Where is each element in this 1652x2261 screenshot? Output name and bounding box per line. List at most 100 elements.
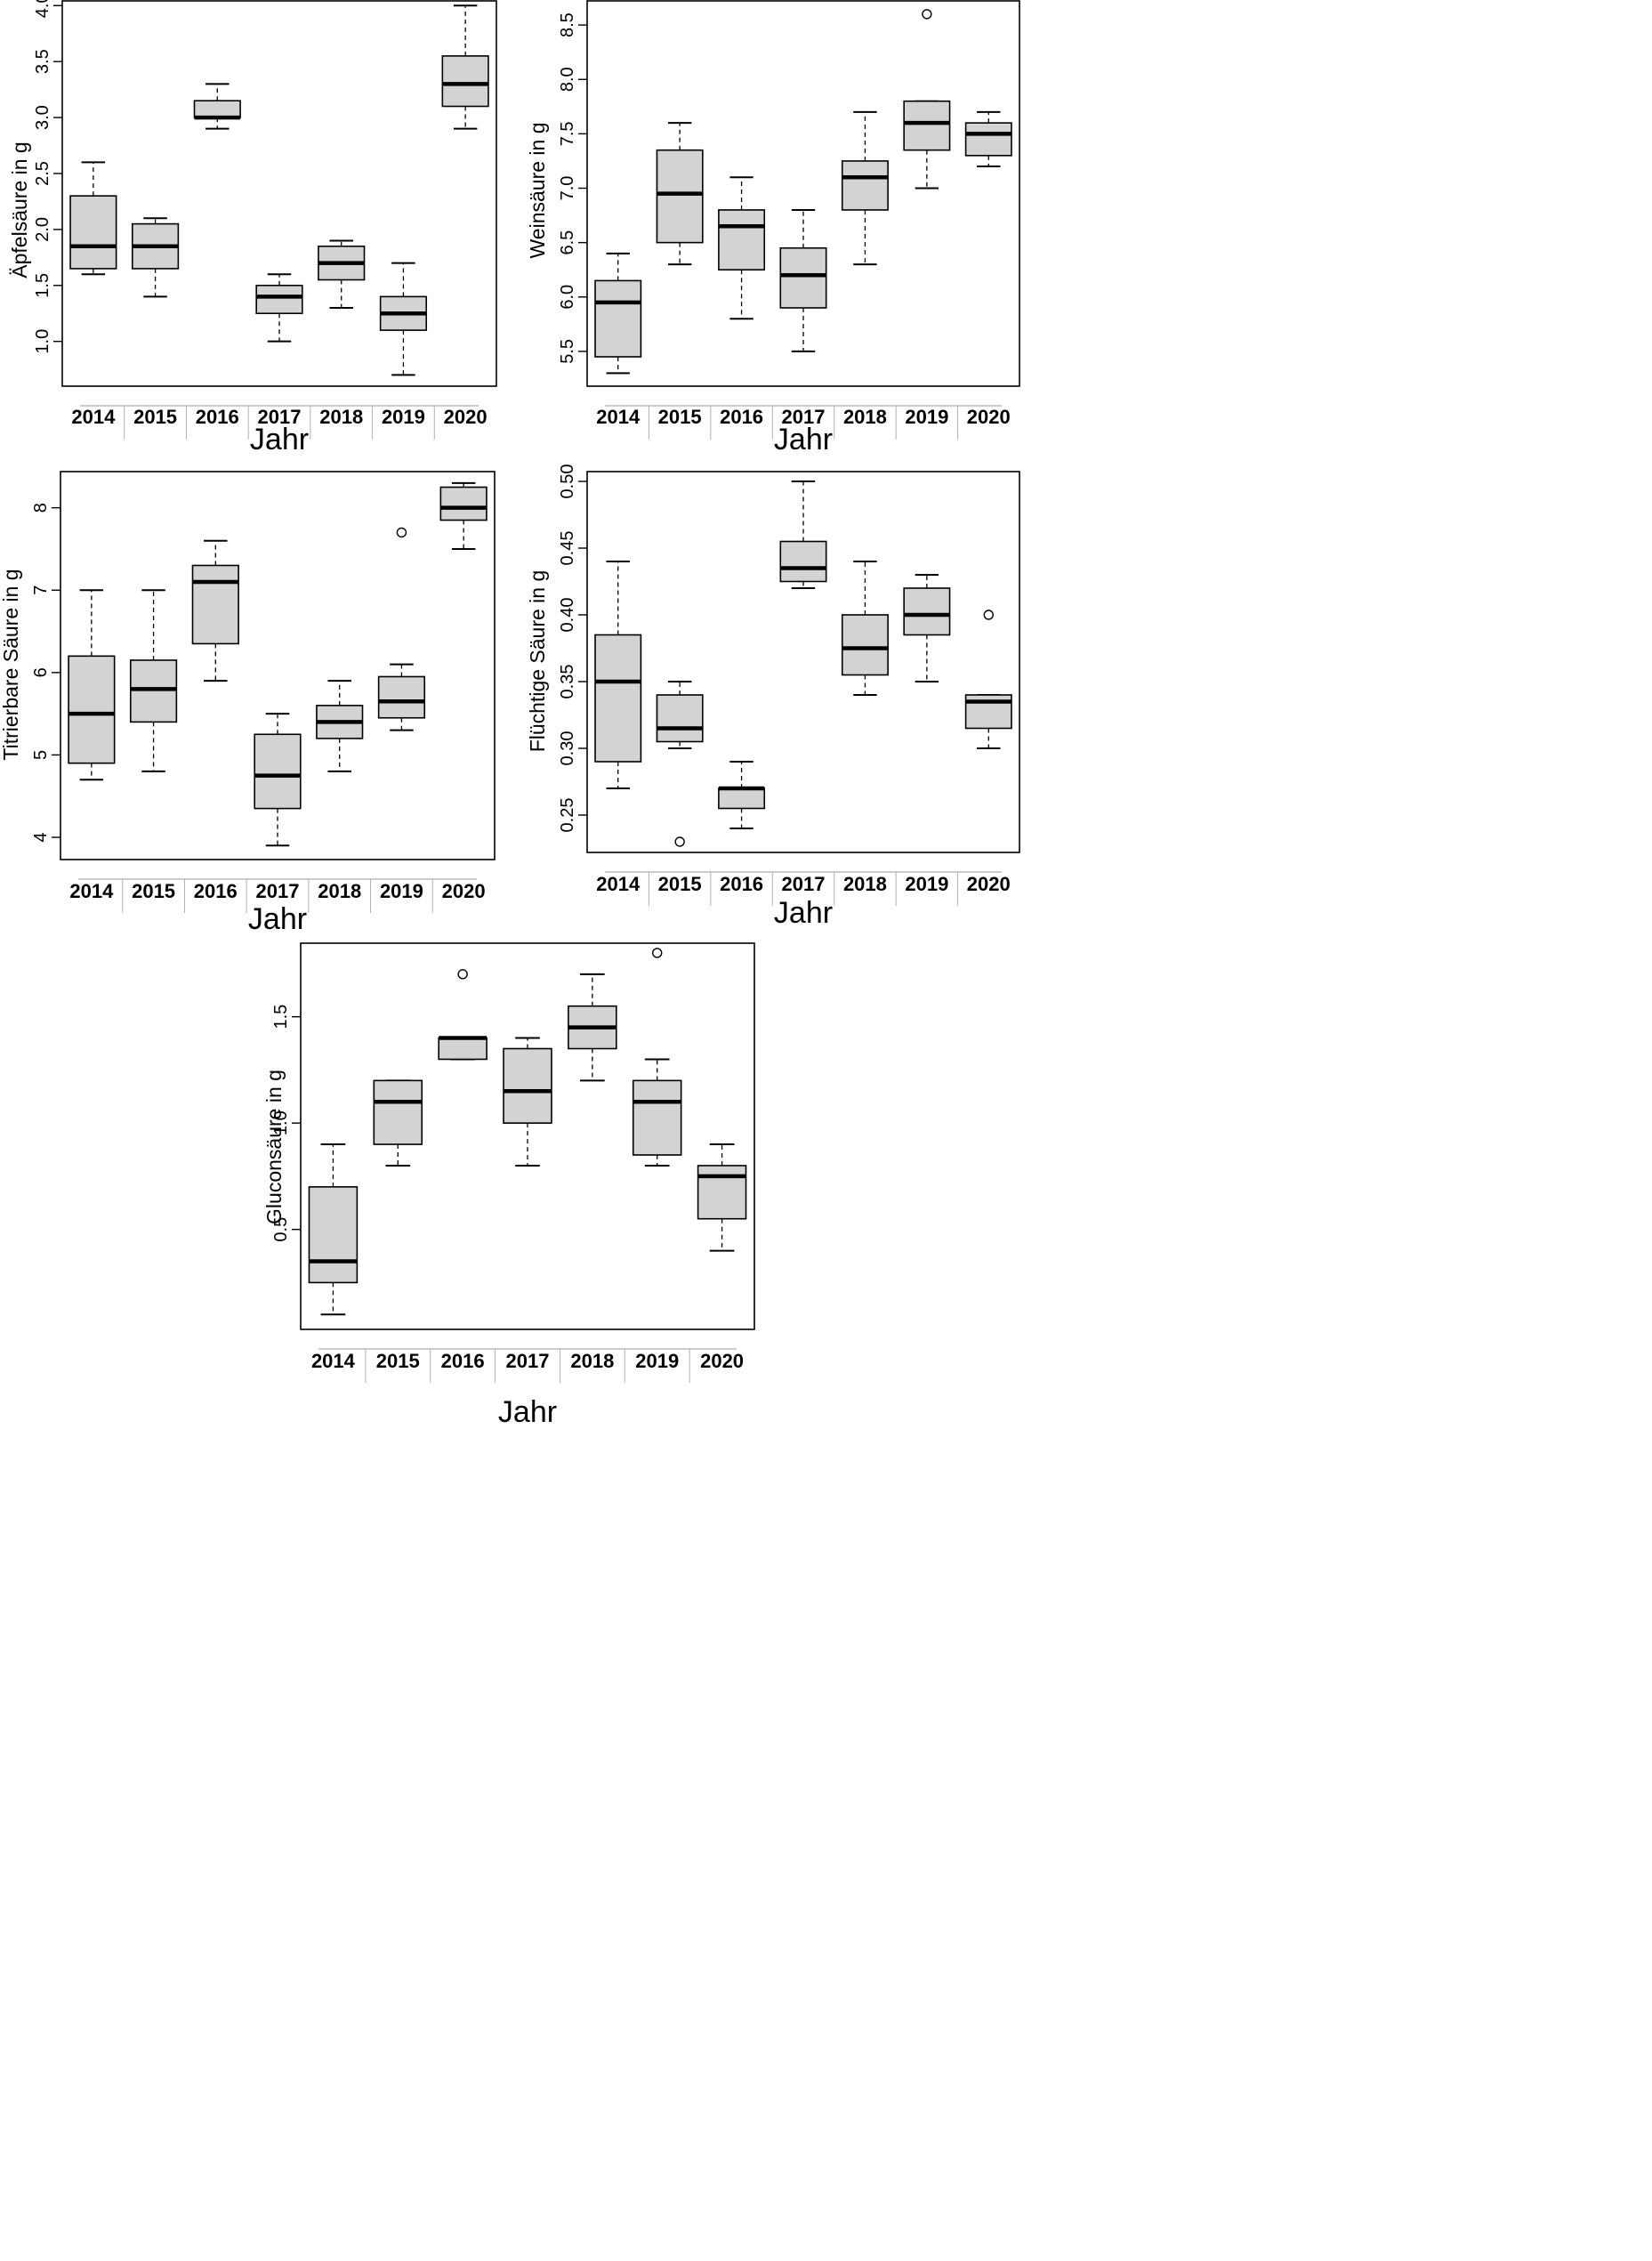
y-tick-label: 0.45 (558, 531, 577, 566)
iqr-box (656, 149, 704, 244)
box-2014 (69, 161, 117, 276)
x-tick-label: 2014 (596, 406, 641, 428)
x-axis-title: Jahr (774, 423, 833, 456)
box-2015 (656, 681, 704, 847)
box-2016 (438, 969, 488, 1061)
y-tick-label: 4.0 (33, 0, 52, 18)
iqr-box (594, 279, 642, 358)
box-2016 (718, 176, 766, 320)
box-2016 (193, 83, 241, 130)
box-2020 (964, 610, 1012, 749)
outlier-point (983, 610, 994, 620)
iqr-box (308, 1186, 359, 1284)
x-tick-label: 2014 (596, 873, 641, 895)
box-2015 (656, 122, 704, 266)
x-tick-label: 2020 (700, 1350, 744, 1372)
y-tick-label: 4 (31, 832, 51, 842)
iqr-box (503, 1047, 552, 1124)
box-2017 (779, 480, 827, 589)
plot-frame (300, 942, 755, 1330)
y-tick-label: 8 (31, 503, 51, 513)
chart-panel-1: 1.0 1.5 2.0 2.5 3.0 3.5 4.0 Äpfelsäure in g 2014… (8, 0, 497, 456)
y-tick-label: 6 (31, 667, 51, 677)
y-tick-label: 0.35 (558, 665, 577, 699)
y-tick-label: 7.0 (558, 176, 577, 201)
iqr-box (632, 1079, 682, 1156)
iqr-box (656, 694, 704, 743)
y-axis-title: Äpfelsäure in g (8, 141, 31, 278)
box-2020 (697, 1143, 747, 1252)
iqr-box (841, 614, 889, 676)
iqr-box (964, 122, 1012, 157)
iqr-box (697, 1165, 747, 1220)
y-tick-label: 1.0 (271, 1110, 291, 1135)
box-2018 (841, 561, 889, 696)
outlier-point (922, 9, 932, 20)
box-2016 (191, 539, 239, 682)
iqr-box (377, 675, 426, 719)
x-axis-title: Jahr (774, 896, 833, 930)
y-tick-label: 2.5 (33, 161, 52, 186)
y-tick-label: 0.5 (271, 1217, 291, 1242)
iqr-box (594, 634, 642, 763)
box-2020 (439, 481, 488, 550)
box-2018 (318, 239, 366, 309)
x-tick-label: 2017 (782, 873, 826, 895)
x-tick-label: 2019 (382, 406, 425, 428)
box-2017 (254, 713, 302, 847)
y-tick-label: 0.50 (558, 464, 577, 499)
y-tick-label: 0.40 (558, 598, 577, 633)
y-axis-title: Weinsäure in g (526, 123, 549, 259)
outlier-point (652, 948, 663, 958)
x-tick-label: 2016 (441, 1350, 485, 1372)
x-axis-title: Jahr (248, 902, 307, 936)
chart-panel-3: 4 5 6 7 8 Titrierbare Säure in g 2014 2015 2016 2… (0, 471, 496, 936)
chart-panel-2: 5.5 6.0 6.5 7.0 7.5 8.0 8.5 Weinsäure in g 2014 2… (526, 0, 1020, 456)
box-2019 (903, 9, 951, 190)
x-tick-label: 2015 (658, 873, 702, 895)
x-tick-label: 2017 (782, 406, 826, 428)
box-2014 (68, 589, 116, 781)
x-tick-label: 2015 (376, 1350, 420, 1372)
x-tick-label: 2020 (442, 880, 486, 902)
iqr-box (439, 486, 488, 521)
x-tick-label: 2018 (843, 873, 887, 895)
iqr-box (373, 1079, 423, 1145)
y-tick-label: 2.0 (33, 217, 52, 242)
x-tick-label: 2017 (506, 1350, 550, 1372)
x-tick-label: 2016 (720, 873, 763, 895)
iqr-box (68, 655, 116, 764)
box-2014 (594, 561, 642, 789)
iqr-box (718, 787, 766, 810)
y-tick-label: 3.5 (33, 49, 52, 74)
chart-panel-4: 0.25 0.30 0.35 0.40 0.45 0.50 Flüchtige Säure … (526, 464, 1020, 930)
x-tick-label: 2015 (658, 406, 702, 428)
plot-frame (586, 0, 1020, 387)
y-tick-label: 0.30 (558, 731, 577, 766)
x-tick-label: 2018 (570, 1350, 614, 1372)
y-tick-label: 8.5 (558, 12, 577, 37)
x-tick-label: 2019 (905, 406, 948, 428)
iqr-box (438, 1037, 488, 1061)
box-2017 (779, 208, 827, 352)
box-2018 (841, 110, 889, 266)
iqr-box (779, 246, 827, 309)
x-tick-label: 2014 (69, 880, 114, 902)
y-tick-label: 5.5 (558, 339, 577, 364)
iqr-box (129, 659, 178, 723)
box-2016 (718, 761, 766, 829)
plot-frame (60, 471, 496, 860)
x-tick-label: 2015 (133, 406, 177, 428)
box-2015 (373, 1079, 423, 1167)
y-tick-label: 1.5 (33, 273, 52, 298)
x-axis-title: Jahr (250, 423, 309, 456)
box-2018 (568, 973, 617, 1082)
x-tick-label: 2014 (311, 1350, 356, 1372)
outlier-point (396, 527, 407, 538)
iqr-box (779, 540, 827, 583)
y-axis-title: Flüchtige Säure in g (526, 570, 549, 753)
x-tick-label: 2018 (319, 406, 363, 428)
plot-frame (61, 0, 497, 387)
iqr-box (841, 160, 889, 211)
